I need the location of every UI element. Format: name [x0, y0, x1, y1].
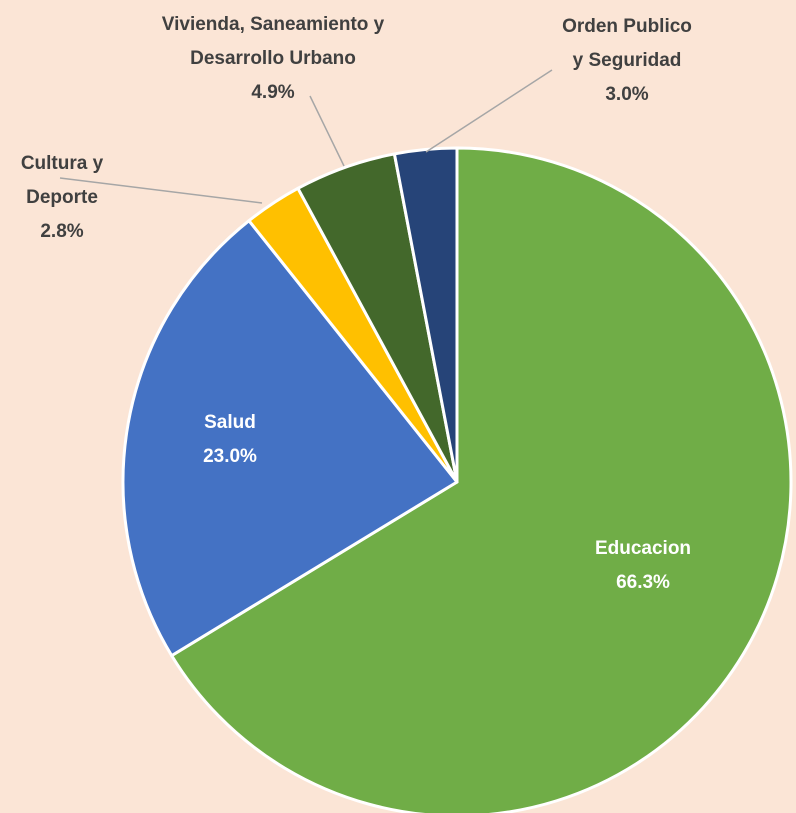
leader-line — [309, 95, 345, 167]
slice-value-label: 4.9% — [251, 82, 294, 103]
slice-label: Orden Publico — [562, 16, 692, 37]
pie-slice — [170, 146, 793, 813]
slice-label: Vivienda, Saneamiento y — [162, 14, 385, 35]
slice-label: Educacion — [595, 538, 691, 559]
slice-label: Desarrollo Urbano — [190, 48, 356, 69]
slice-label: Salud — [204, 412, 256, 433]
slice-label: Deporte — [26, 187, 98, 208]
slice-value-label: 23.0% — [203, 446, 257, 467]
slice-value-label: 66.3% — [616, 572, 670, 593]
slice-label: y Seguridad — [573, 50, 682, 71]
slice-value-label: 3.0% — [605, 84, 648, 105]
leader-line — [425, 69, 553, 153]
pie-slice — [121, 219, 459, 658]
slice-value-label: 2.8% — [40, 221, 83, 242]
slice-label: Cultura y — [21, 153, 104, 174]
pie-slice — [392, 146, 459, 484]
leader-line — [59, 177, 263, 204]
